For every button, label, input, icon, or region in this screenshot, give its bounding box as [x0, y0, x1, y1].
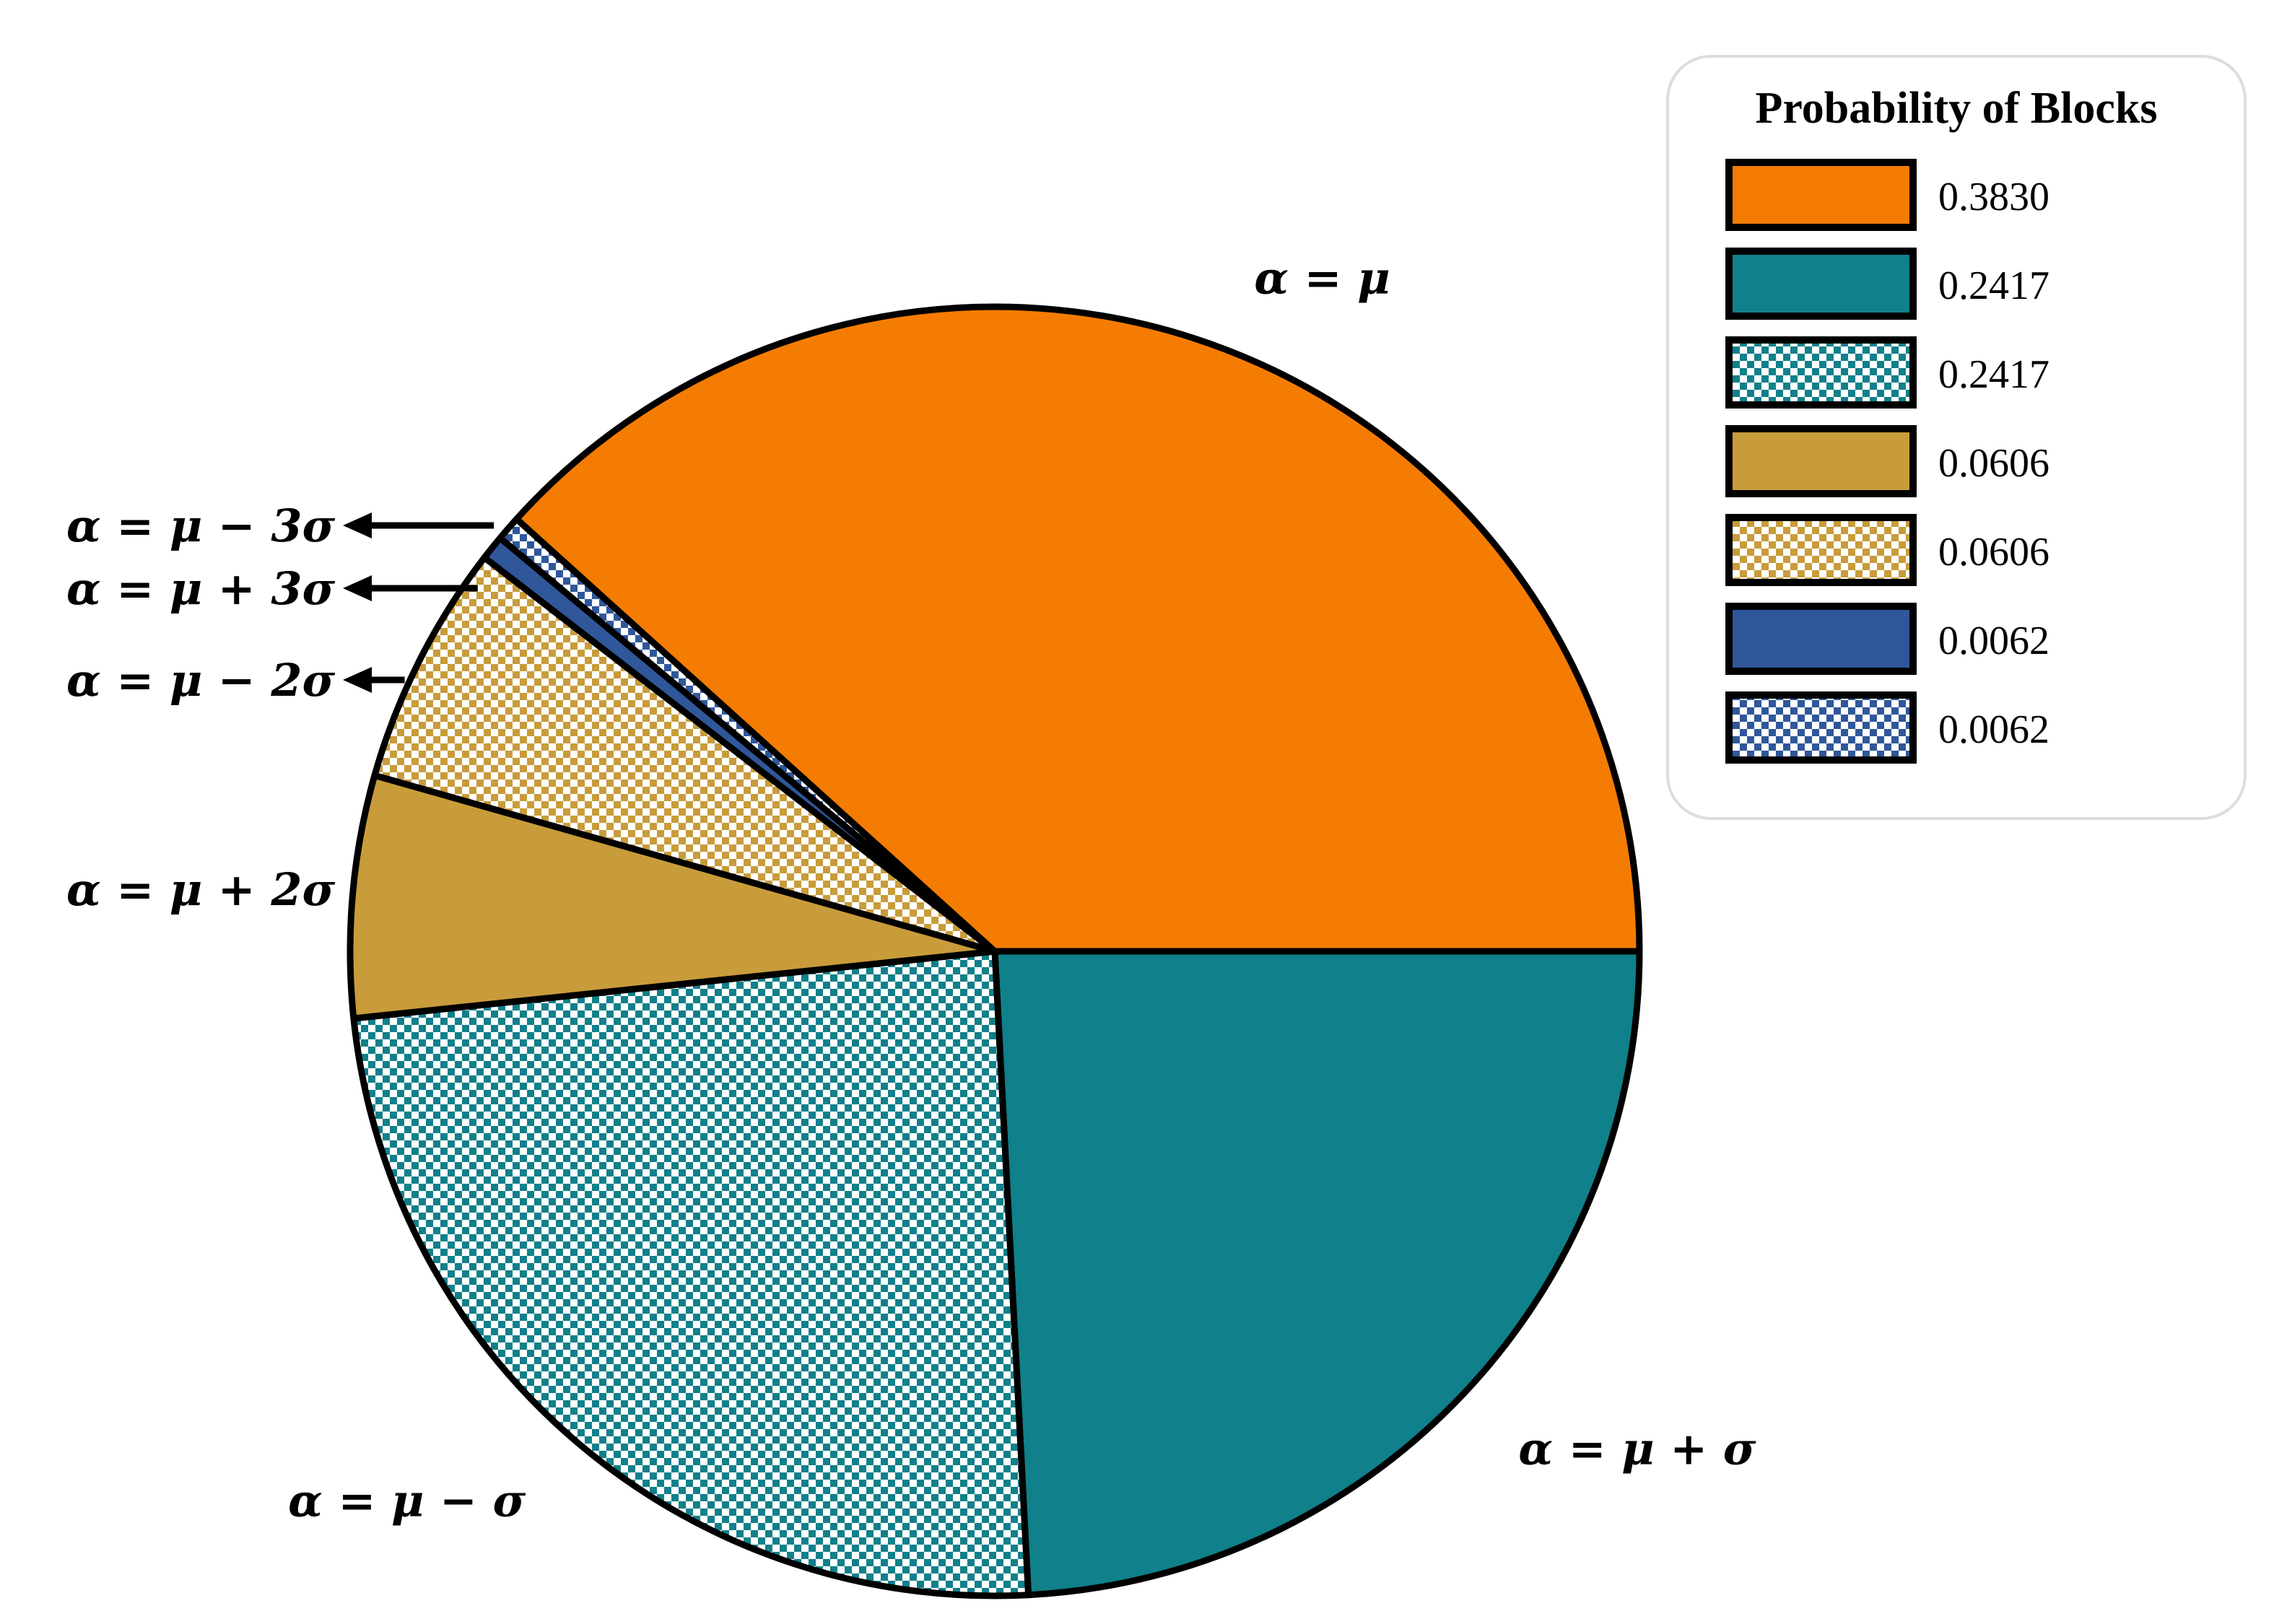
pie-slice-1	[350, 948, 1032, 1599]
slice-label-1: α = μ − σ	[288, 1474, 526, 1527]
slice-labels: α = μ + σ α = μ − σ α = μ + 2σ α = μ α = μ −…	[66, 252, 1756, 1527]
arrow-head-5	[343, 512, 372, 538]
arrow-head-3	[343, 667, 372, 693]
legend-label-4: 0.0606	[1938, 530, 2049, 575]
pie-slice-0	[991, 948, 1643, 1599]
slice-label-4: α = μ + 3σ	[66, 562, 335, 615]
legend-label-1: 0.2417	[1938, 263, 2049, 308]
pie-slices	[347, 303, 1643, 1599]
legend-swatch-5	[1725, 603, 1917, 675]
legend-swatch-4	[1725, 514, 1917, 586]
slice-label-3: α = μ − 2σ	[66, 654, 335, 707]
slice-label-6: α = μ	[1254, 252, 1390, 305]
slice-label-0: α = μ + σ	[1518, 1423, 1756, 1475]
legend-label-0: 0.3830	[1938, 175, 2049, 219]
legend-label-6: 0.0062	[1938, 707, 2049, 752]
legend-title: Probability of Blocks	[1756, 84, 2158, 133]
pie-slice-6	[513, 303, 1643, 955]
pie-slice-3	[371, 554, 998, 955]
slice-label-5: α = μ − 3σ	[66, 499, 335, 552]
legend: Probability of Blocks 0.3830 0.2417 0.2417…	[1666, 55, 2247, 820]
legend-swatch-1	[1725, 248, 1917, 320]
legend-label-5: 0.0062	[1938, 619, 2049, 663]
legend-swatch-0	[1725, 159, 1917, 231]
slice-label-2: α = μ + 2σ	[66, 863, 335, 916]
label-arrows	[343, 512, 495, 693]
legend-swatch-3	[1725, 425, 1917, 497]
legend-label-2: 0.2417	[1938, 352, 2049, 397]
pie-slice-2	[347, 772, 998, 1022]
legend-swatch-2	[1725, 336, 1917, 409]
legend-swatch-6	[1725, 691, 1917, 764]
arrow-head-4	[343, 575, 372, 601]
legend-label-3: 0.0606	[1938, 441, 2049, 486]
